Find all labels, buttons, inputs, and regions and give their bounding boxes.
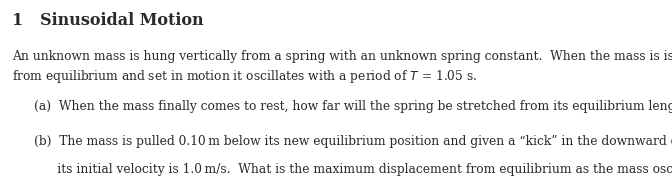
Text: its initial velocity is 1.0 m/s.  What is the maximum displacement from equilibr: its initial velocity is 1.0 m/s. What is… — [34, 163, 672, 176]
Text: 1   Sinusoidal Motion: 1 Sinusoidal Motion — [12, 12, 204, 30]
Text: (b)  The mass is pulled 0.10 m below its new equilibrium position and given a “k: (b) The mass is pulled 0.10 m below its … — [34, 135, 672, 148]
Text: An unknown mass is hung vertically from a spring with an unknown spring constant: An unknown mass is hung vertically from … — [12, 50, 672, 85]
Text: (a)  When the mass finally comes to rest, how far will the spring be stretched f: (a) When the mass finally comes to rest,… — [34, 100, 672, 113]
